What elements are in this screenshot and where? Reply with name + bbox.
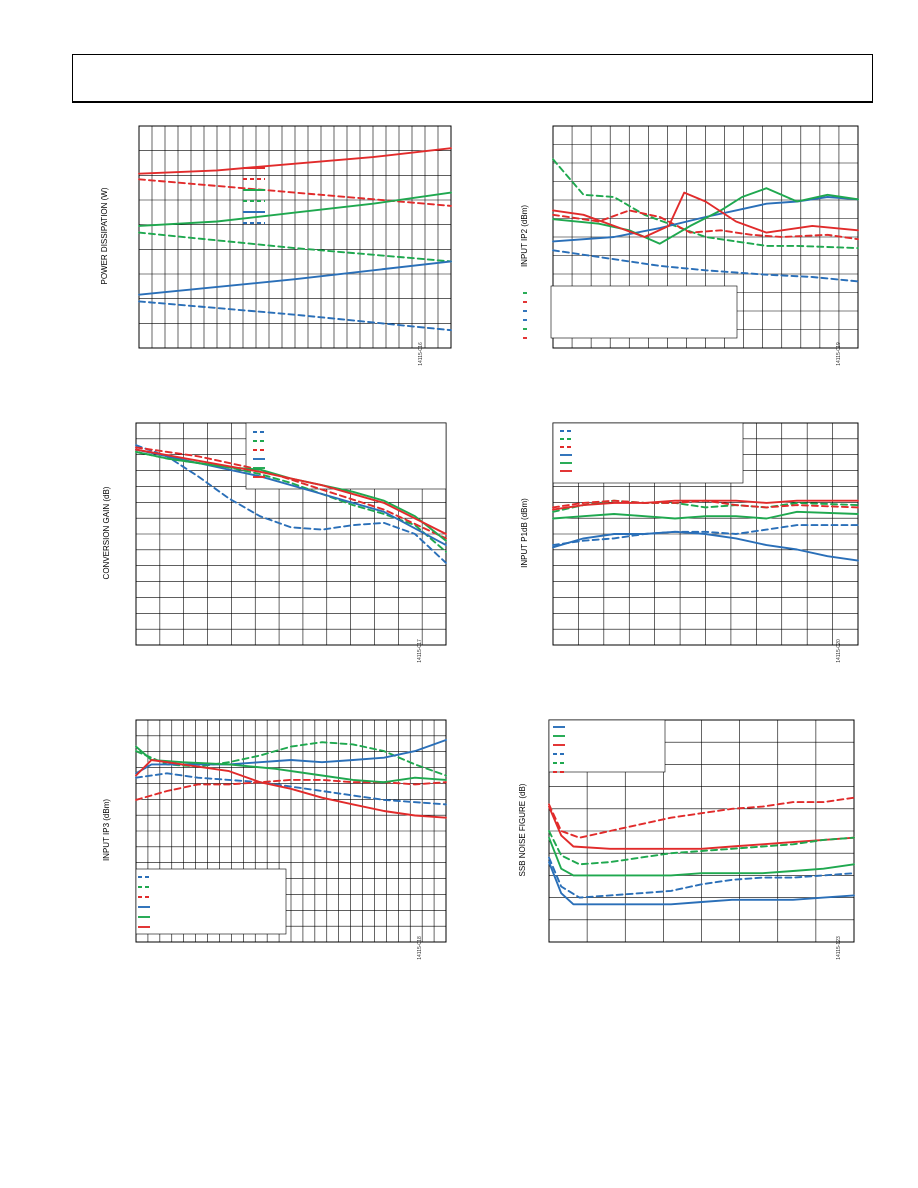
series-line-red-solid — [135, 448, 447, 535]
series-line-blue-solid — [135, 739, 447, 775]
legend — [253, 431, 265, 478]
series-lines — [548, 796, 855, 906]
series-lines — [552, 158, 859, 283]
y-axis-label: INPUT IP2 (dBm) — [520, 205, 529, 267]
series-line-blue-dashed — [138, 300, 452, 332]
plot-frame — [135, 719, 447, 943]
chart-power-dissipation: POWER DISSIPATION (W) 14115-016 — [100, 125, 452, 366]
y-axis-label: POWER DISSIPATION (W) — [100, 187, 109, 284]
series-line-blue-dashed — [135, 444, 447, 564]
legend-box — [245, 422, 447, 490]
series-line-blue-solid — [552, 530, 859, 562]
page-header-box — [72, 54, 873, 103]
chart-input-ip3: INPUT IP3 (dBm) 14115-018 — [102, 719, 447, 960]
plot-frame — [552, 125, 859, 349]
legend-panel — [548, 719, 666, 773]
plot-frame — [138, 125, 452, 349]
series-line-red-dashed — [548, 796, 855, 839]
series-line-green-dashed — [548, 830, 855, 866]
legend — [553, 726, 565, 773]
series-line-red-dashed — [552, 499, 859, 509]
series-lines — [552, 499, 859, 562]
chart-conversion-gain: CONVERSION GAIN (dB) 14115-017 — [102, 422, 447, 663]
series-line-red-solid — [552, 191, 859, 238]
series-line-green-solid — [135, 745, 447, 784]
legend — [523, 292, 527, 339]
legend-box — [550, 285, 738, 339]
series-line-red-solid — [552, 499, 859, 511]
legend-panel — [550, 285, 738, 339]
plot-grid — [552, 125, 859, 349]
figure-id: 14115-018 — [417, 936, 423, 960]
figure-id: 14115-020 — [836, 639, 842, 663]
series-line-red-solid — [548, 805, 855, 850]
y-axis-label: INPUT IP3 (dBm) — [102, 799, 111, 861]
series-line-red-dashed — [135, 446, 447, 540]
legend-box — [548, 719, 666, 773]
series-line-blue-solid — [548, 861, 855, 906]
series-line-blue-solid — [552, 196, 859, 243]
legend-panel — [245, 422, 447, 490]
legend-panel — [135, 868, 287, 935]
legend — [243, 167, 265, 224]
series-line-green-solid — [552, 510, 859, 520]
legend — [138, 876, 150, 928]
series-line-red-dashed — [552, 209, 859, 241]
series-line-blue-solid — [138, 260, 452, 296]
series-line-green-dashed — [552, 158, 859, 250]
series-line-green-dashed — [552, 499, 859, 513]
figure-id: 14115-017 — [417, 639, 423, 663]
series-line-green-solid — [138, 191, 452, 227]
series-line-blue-dashed — [135, 772, 447, 806]
chart-input-p1db: INPUT P1dB (dBm) 14115-020 — [520, 422, 859, 663]
series-line-blue-dashed — [552, 524, 859, 547]
series-line-red-dashed — [135, 778, 447, 801]
figure-id: 14115-019 — [836, 342, 842, 366]
y-axis-label: CONVERSION GAIN (dB) — [102, 486, 111, 579]
series-lines — [135, 444, 447, 564]
series-line-blue-dashed — [552, 249, 859, 283]
series-line-red-dashed — [138, 178, 452, 207]
plot-grid — [135, 719, 447, 943]
series-line-blue-dashed — [548, 856, 855, 899]
y-axis-label: INPUT P1dB (dBm) — [520, 498, 529, 568]
series-line-red-solid — [135, 759, 447, 819]
chart-input-ip2: INPUT IP2 (dBm) 14115-019 — [520, 125, 859, 366]
figure-id: 14115-016 — [418, 342, 424, 366]
series-lines — [138, 147, 452, 332]
legend-panel — [552, 422, 744, 484]
y-axis-label: SSB NOISE FIGURE (dB) — [518, 783, 527, 876]
figure-id: 14115-123 — [836, 936, 842, 960]
series-lines — [135, 739, 447, 819]
legend-box — [552, 422, 744, 484]
chart-ssb-noise-figure: SSB NOISE FIGURE (dB) 14115-123 — [518, 719, 855, 960]
series-line-red-solid — [138, 147, 452, 175]
legend — [560, 430, 572, 472]
series-line-green-dashed — [138, 231, 452, 263]
legend-box — [135, 868, 287, 935]
series-line-green-solid — [548, 836, 855, 877]
